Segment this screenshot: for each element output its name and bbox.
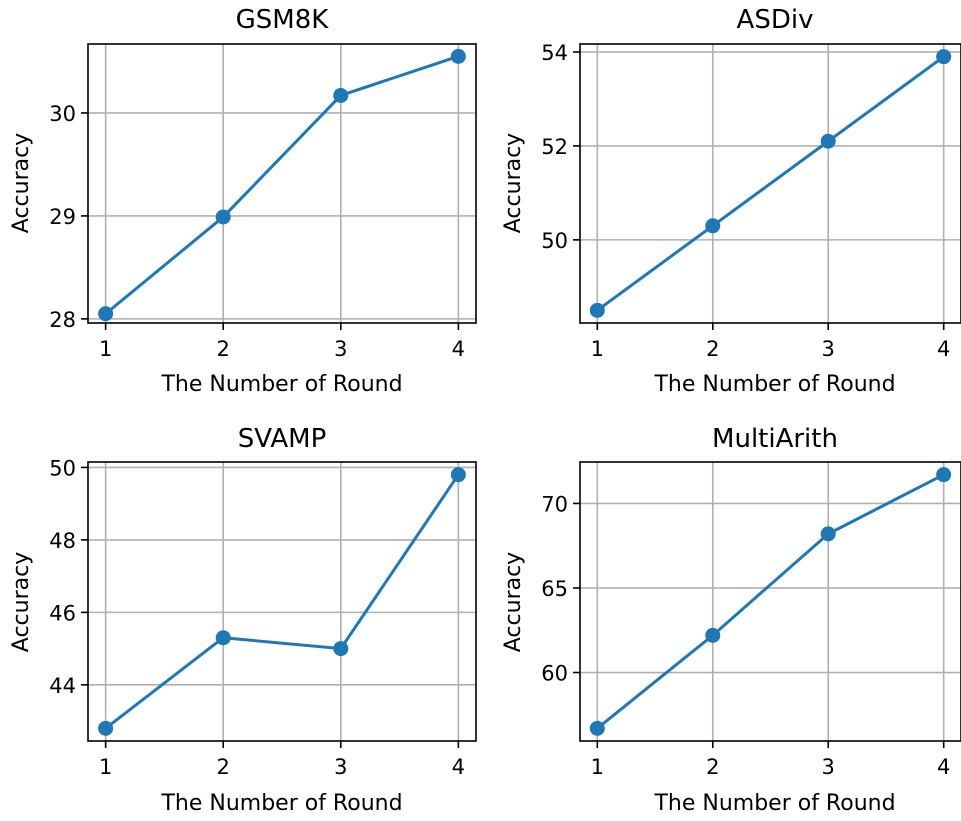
- x-tick-label: 2: [706, 337, 719, 361]
- y-axis-label: Accuracy: [9, 133, 34, 233]
- y-tick-label: 44: [49, 674, 76, 698]
- subplot-asdiv: ASDiv The Number of Round Accuracy 1 2 3 4 5…: [501, 5, 961, 397]
- y-tick-label: 70: [541, 492, 568, 516]
- data-point: [98, 306, 114, 322]
- x-tick-label: 3: [334, 755, 347, 779]
- y-tick-label: 52: [541, 135, 568, 159]
- x-tick-label: 3: [822, 337, 835, 361]
- y-tick-label: 30: [49, 102, 76, 126]
- x-tick-label: 2: [217, 755, 230, 779]
- x-tick-label: 4: [452, 755, 465, 779]
- subplot-title: ASDiv: [737, 5, 814, 35]
- subplot-svamp: SVAMP The Number of Round Accuracy 1 2 3 44…: [9, 424, 477, 816]
- y-axis-label: Accuracy: [9, 552, 34, 652]
- plot-area: 1 2 3 4 60 65 70: [541, 461, 961, 779]
- data-point: [589, 302, 605, 318]
- x-tick-label: 1: [99, 755, 112, 779]
- x-tick-label: 3: [822, 755, 835, 779]
- data-point: [333, 87, 349, 103]
- data-point: [936, 467, 952, 483]
- data-point: [215, 209, 231, 225]
- axes-frame: [87, 43, 477, 324]
- y-tick-label: 54: [541, 41, 568, 65]
- y-tick-label: 28: [49, 308, 76, 332]
- x-tick-label: 1: [591, 337, 604, 361]
- y-tick-label: 50: [541, 229, 568, 253]
- data-point: [589, 720, 605, 736]
- data-point: [333, 641, 349, 657]
- data-point: [705, 627, 721, 643]
- data-point: [936, 49, 952, 65]
- x-tick-label: 4: [452, 337, 465, 361]
- y-tick-label: 60: [541, 662, 568, 686]
- x-tick-label: 1: [591, 755, 604, 779]
- data-point: [820, 133, 836, 149]
- x-tick-label: 1: [99, 337, 112, 361]
- data-point: [215, 630, 231, 646]
- data-point: [450, 48, 466, 64]
- x-tick-label: 4: [937, 755, 950, 779]
- axes-frame: [87, 461, 477, 742]
- data-point: [820, 526, 836, 542]
- x-tick-label: 2: [706, 755, 719, 779]
- x-axis-label: The Number of Round: [160, 791, 402, 816]
- y-axis-label: Accuracy: [501, 552, 526, 652]
- series-line: [104, 54, 459, 315]
- y-tick-label: 29: [49, 205, 76, 229]
- series-line: [104, 473, 460, 730]
- subplot-multiarith: MultiArith The Number of Round Accuracy …: [501, 424, 961, 816]
- series-line: [596, 55, 945, 312]
- y-tick-label: 48: [49, 529, 76, 553]
- x-tick-label: 4: [937, 337, 950, 361]
- series-line: [596, 473, 945, 730]
- data-point: [705, 218, 721, 234]
- y-tick-label: 50: [49, 456, 76, 480]
- subplot-title: MultiArith: [712, 424, 838, 454]
- x-tick-label: 2: [217, 337, 230, 361]
- data-point: [450, 467, 466, 483]
- subplot-gsm8k: GSM8K The Number of Round Accuracy 1 2 3 4 2…: [9, 5, 477, 397]
- data-point: [98, 720, 114, 736]
- y-tick-label: 65: [541, 577, 568, 601]
- x-axis-label: The Number of Round: [160, 372, 402, 397]
- y-tick-label: 46: [49, 601, 76, 625]
- plot-area: 1 2 3 4 50 52 54: [541, 41, 961, 361]
- axes-frame: [579, 461, 961, 742]
- plot-area: 1 2 3 4 28 29 30: [49, 43, 477, 361]
- x-axis-label: The Number of Round: [653, 372, 895, 397]
- x-tick-label: 3: [334, 337, 347, 361]
- subplot-title: GSM8K: [236, 5, 330, 35]
- y-axis-label: Accuracy: [501, 133, 526, 233]
- x-axis-label: The Number of Round: [653, 791, 895, 816]
- subplot-title: SVAMP: [238, 424, 327, 454]
- axes-frame: [579, 43, 961, 324]
